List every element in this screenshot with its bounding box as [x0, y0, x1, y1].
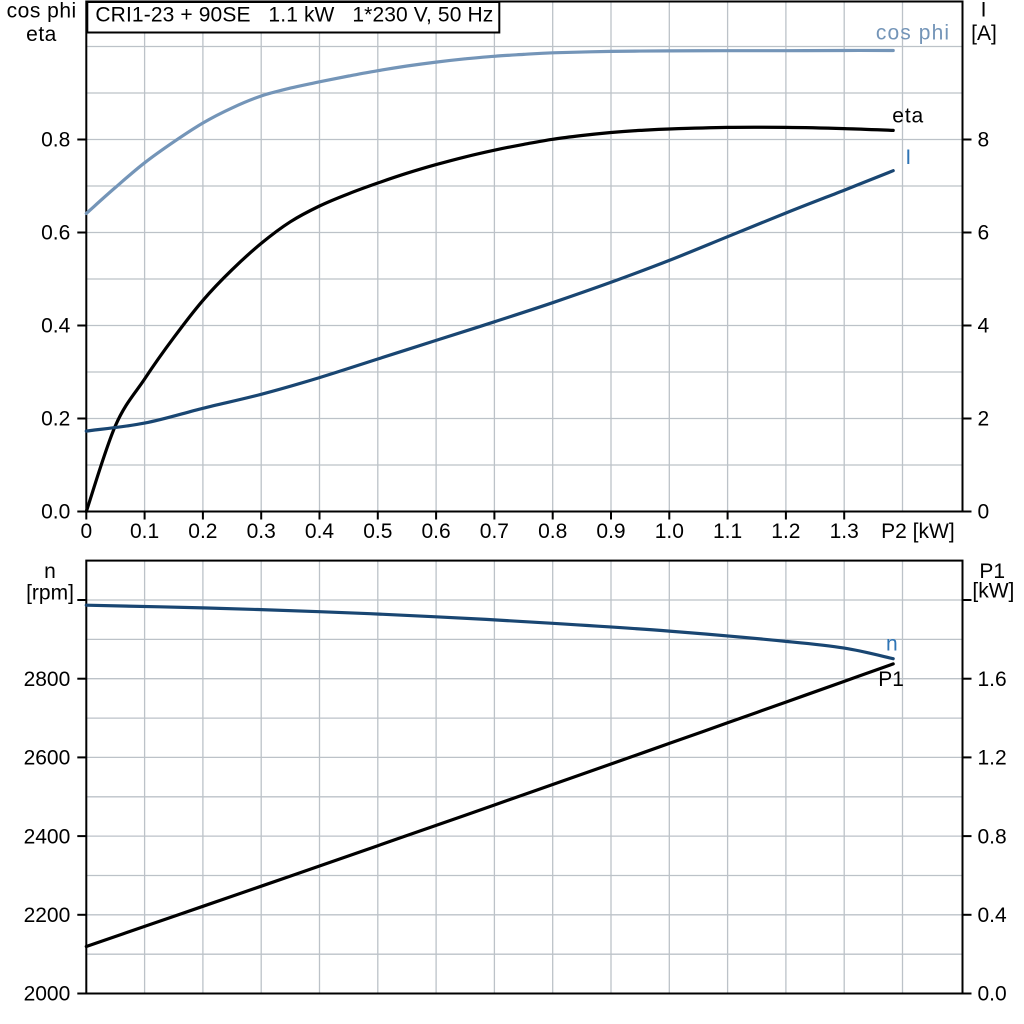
svg-text:0.4: 0.4 — [41, 315, 71, 338]
svg-text:0.4: 0.4 — [978, 904, 1008, 927]
svg-text:0.0: 0.0 — [41, 501, 70, 524]
svg-text:0.9: 0.9 — [596, 520, 625, 543]
svg-text:P1: P1 — [878, 668, 904, 691]
svg-text:CRI1-23 + 90SE 1.1 kW 1*23: CRI1-23 + 90SE 1.1 kW 1*230 V, 50 Hz — [95, 3, 493, 26]
svg-text:[A]: [A] — [971, 22, 997, 45]
svg-text:2200: 2200 — [24, 904, 71, 927]
svg-text:1.3: 1.3 — [830, 520, 859, 543]
svg-text:1.0: 1.0 — [655, 520, 684, 543]
svg-text:1.2: 1.2 — [771, 520, 800, 543]
svg-text:0.8: 0.8 — [978, 825, 1007, 848]
svg-text:0.0: 0.0 — [978, 983, 1007, 1006]
svg-text:0.6: 0.6 — [421, 520, 450, 543]
svg-text:0.2: 0.2 — [41, 408, 70, 431]
svg-text:P2 [kW]: P2 [kW] — [881, 520, 955, 543]
svg-text:I: I — [981, 0, 987, 22]
svg-text:1.6: 1.6 — [978, 668, 1007, 691]
svg-text:0.2: 0.2 — [188, 520, 217, 543]
svg-text:eta: eta — [26, 23, 57, 46]
svg-text:0.1: 0.1 — [130, 520, 159, 543]
svg-text:0.3: 0.3 — [247, 520, 276, 543]
svg-text:0: 0 — [80, 520, 92, 543]
svg-text:2: 2 — [978, 408, 990, 431]
svg-text:2600: 2600 — [24, 747, 71, 770]
svg-text:0.6: 0.6 — [41, 222, 70, 245]
svg-text:0.5: 0.5 — [363, 520, 392, 543]
svg-text:I: I — [905, 146, 911, 169]
svg-text:1.2: 1.2 — [978, 747, 1007, 770]
svg-text:2400: 2400 — [24, 825, 71, 848]
svg-text:1.1: 1.1 — [713, 520, 742, 543]
svg-text:eta: eta — [892, 105, 924, 128]
svg-text:8: 8 — [978, 129, 990, 152]
svg-text:cos phi: cos phi — [876, 22, 950, 45]
svg-text:0.8: 0.8 — [538, 520, 567, 543]
svg-text:0.7: 0.7 — [480, 520, 509, 543]
svg-text:0.8: 0.8 — [41, 129, 70, 152]
svg-text:6: 6 — [978, 222, 990, 245]
svg-text:2800: 2800 — [24, 668, 71, 691]
svg-text:[rpm]: [rpm] — [26, 582, 74, 605]
svg-text:2000: 2000 — [24, 983, 71, 1006]
svg-text:n: n — [886, 633, 898, 656]
svg-text:0.4: 0.4 — [305, 520, 335, 543]
svg-text:0: 0 — [978, 501, 990, 524]
svg-text:P1: P1 — [979, 560, 1005, 583]
svg-text:n: n — [44, 560, 56, 583]
svg-text:[kW]: [kW] — [972, 580, 1014, 603]
svg-text:cos phi: cos phi — [7, 0, 77, 22]
svg-text:4: 4 — [978, 315, 990, 338]
